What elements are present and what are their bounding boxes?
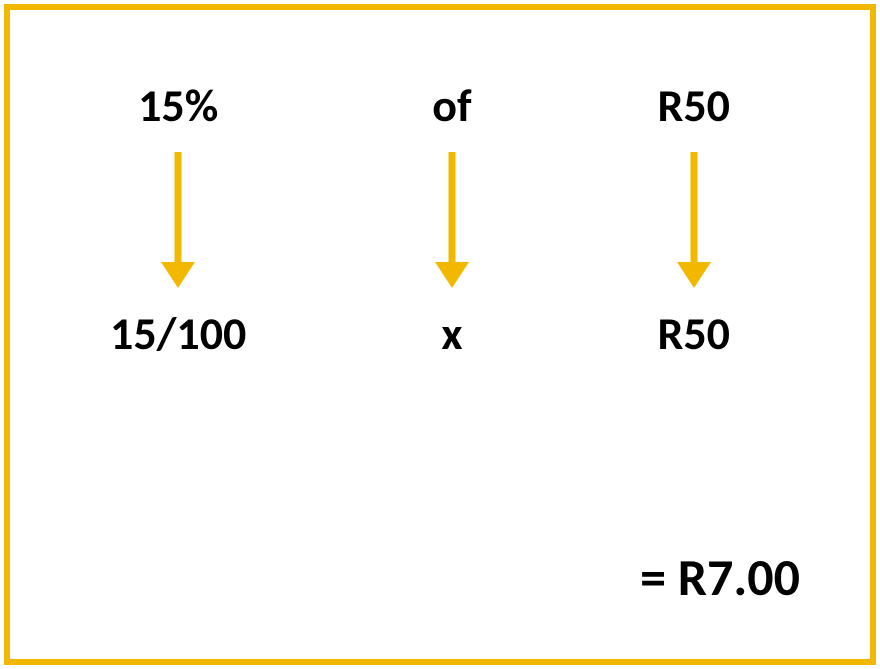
col2-top-text: of <box>432 78 471 134</box>
col3-arrow <box>677 152 711 288</box>
col2-arrow <box>435 152 469 288</box>
column-1: 15% 15/100 <box>110 78 246 362</box>
col1-top-text: 15% <box>138 78 218 134</box>
down-arrow-icon <box>161 152 195 288</box>
column-3: R50 R50 <box>657 78 730 362</box>
col3-top-text: R50 <box>657 78 730 134</box>
col2-bottom-text: x <box>441 306 462 362</box>
col1-bottom-text: 15/100 <box>110 306 246 362</box>
column-2: of x <box>432 78 471 362</box>
col3-bottom-text: R50 <box>657 306 730 362</box>
col1-arrow <box>161 152 195 288</box>
columns-region: 15% 15/100 of x R50 R50 <box>110 78 730 362</box>
result-text: = R7.00 <box>640 545 800 609</box>
down-arrow-icon <box>677 152 711 288</box>
down-arrow-icon <box>435 152 469 288</box>
